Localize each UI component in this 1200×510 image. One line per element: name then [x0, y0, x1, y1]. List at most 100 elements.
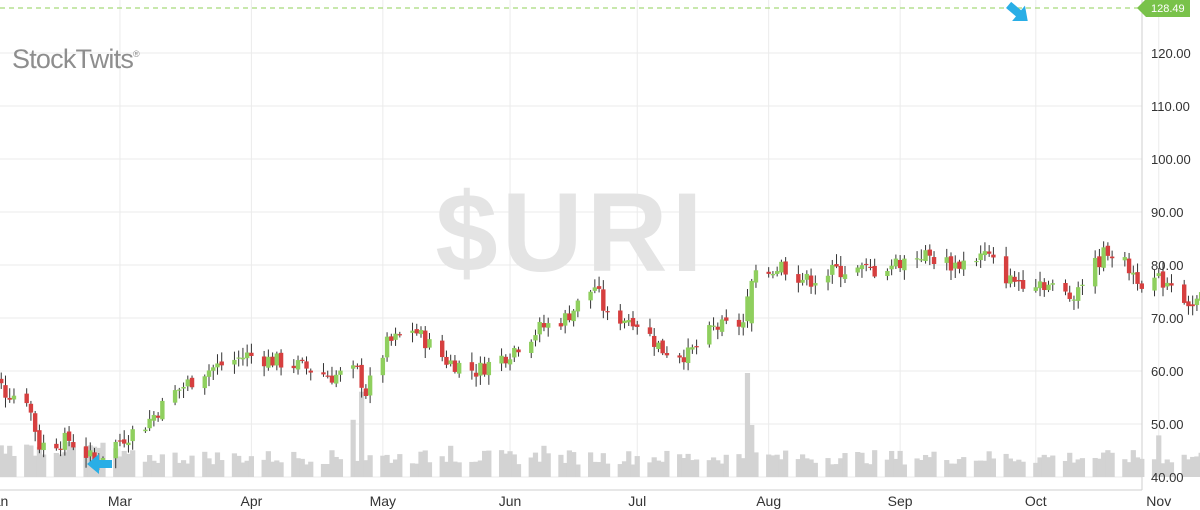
logo-registered-mark: ® — [133, 49, 140, 59]
candle-body — [41, 442, 46, 451]
volume-bar — [121, 450, 127, 477]
volume-bar — [142, 461, 148, 477]
volume-bar — [1003, 453, 1009, 477]
candle-body — [516, 349, 521, 353]
volume-bar — [1105, 450, 1111, 477]
volume-bar — [1122, 459, 1128, 477]
candle-body — [927, 249, 932, 256]
candle-body — [694, 346, 699, 348]
candle-body — [11, 395, 17, 400]
volume-bar — [36, 446, 42, 477]
candle-body — [325, 375, 330, 377]
candle-body — [948, 256, 954, 271]
volume-bar — [918, 459, 924, 477]
volume-bar — [647, 462, 653, 477]
volume-bar — [159, 454, 165, 477]
volume-bar — [329, 450, 335, 477]
y-tick-label: 80.00 — [1151, 258, 1184, 273]
candle-body — [541, 323, 547, 328]
volume-bar — [337, 459, 344, 477]
volume-bar — [1079, 458, 1086, 477]
candle-body — [919, 259, 924, 261]
candle-body — [715, 326, 720, 330]
candle-body — [444, 356, 449, 365]
candle-body — [834, 264, 839, 267]
volume-bar — [359, 391, 365, 477]
volume-bar — [125, 453, 132, 477]
candle-body — [902, 258, 907, 271]
volume-bar — [528, 457, 534, 477]
volume-bar — [795, 459, 801, 477]
volume-bar — [889, 450, 895, 477]
volume-bar — [901, 464, 907, 477]
candle-body — [1109, 256, 1115, 259]
candle-body — [503, 356, 508, 364]
candle-body — [308, 370, 313, 373]
candle-body — [384, 336, 390, 358]
candle-body — [244, 352, 250, 359]
volume-bar — [439, 456, 445, 477]
volume-bar — [303, 464, 310, 477]
volume-bar — [863, 463, 869, 477]
volume-bar — [1130, 450, 1136, 477]
candle-body — [1169, 283, 1174, 286]
arrow-icon-top — [1006, 1, 1028, 21]
volume-bar — [469, 461, 475, 477]
volume-bar — [537, 461, 543, 477]
candle-body — [766, 271, 771, 274]
volume-bar — [392, 459, 399, 477]
volume-bar — [1126, 462, 1132, 477]
volume-bar — [1168, 462, 1175, 477]
candle-body — [3, 385, 8, 398]
volume-bar — [1096, 458, 1102, 477]
volume-bar — [236, 455, 242, 477]
volume-bar — [448, 445, 454, 477]
candle-body — [974, 260, 979, 263]
volume-bar — [1134, 457, 1141, 477]
y-tick-label: 110.00 — [1151, 99, 1190, 114]
volume-bar — [1139, 458, 1145, 477]
volume-bar — [270, 461, 276, 477]
candle-body — [355, 365, 360, 367]
candle-body — [1165, 282, 1170, 287]
candle-body — [931, 257, 937, 265]
candle-body — [618, 310, 623, 324]
candle-body — [711, 325, 716, 327]
candle-body — [1135, 272, 1140, 284]
candle-body — [991, 254, 996, 258]
volume-bar — [486, 450, 492, 477]
volume-bar — [299, 458, 305, 477]
volume-bar — [833, 464, 840, 477]
candle-body — [334, 374, 339, 384]
candle-body — [274, 353, 280, 366]
candle-body — [529, 341, 534, 353]
volume-bar — [1050, 455, 1056, 477]
candle-body — [350, 365, 356, 369]
volume-bar — [214, 452, 221, 477]
logo-text: StockTwits — [12, 44, 134, 74]
volume-bar — [333, 456, 339, 477]
volume-bar — [443, 461, 450, 477]
candle-body — [571, 310, 576, 322]
volume-bar — [914, 458, 920, 477]
candle-body — [838, 265, 843, 278]
volume-bar — [117, 456, 123, 477]
candle-body — [380, 357, 386, 376]
candle-body — [66, 431, 72, 441]
volume-bar — [944, 460, 950, 477]
volume-bar — [600, 453, 606, 477]
volume-bar — [604, 463, 611, 477]
candle-body — [774, 271, 780, 274]
candle-body — [1063, 283, 1068, 292]
candle-body — [117, 440, 123, 442]
x-tick-label: Aug — [756, 493, 781, 509]
volume-bar — [1156, 435, 1162, 477]
y-tick-label: 90.00 — [1151, 205, 1184, 220]
volume-bar — [575, 464, 581, 477]
volume-bar — [681, 458, 687, 477]
candle-body — [1003, 256, 1009, 284]
volume-bar — [872, 450, 878, 477]
volume-bar — [66, 441, 72, 477]
volume-bar — [7, 445, 13, 477]
